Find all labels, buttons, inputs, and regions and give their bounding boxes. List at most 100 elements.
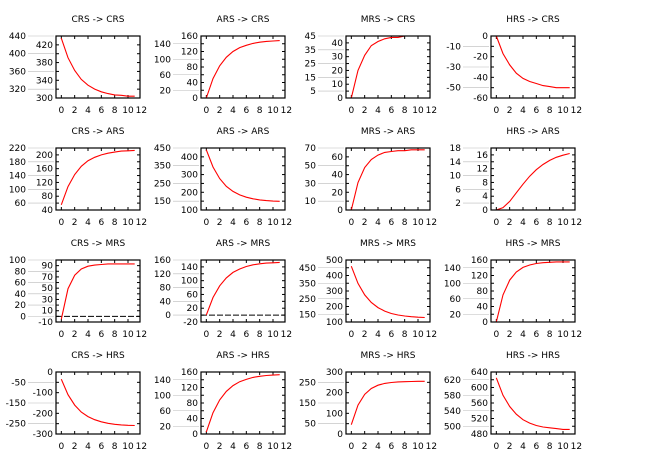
y-tick-label: 180 [9,158,26,168]
x-tick-label: 10 [412,442,424,452]
y-tick-label: 25 [305,60,316,70]
y-tick-label: 40 [42,206,54,216]
x-tick-label: 4 [85,106,91,116]
y-tick-label: 100 [181,206,198,216]
y-tick-label: 0 [482,206,488,216]
plot-frame [345,35,431,99]
x-tick-label: 0 [58,442,64,452]
response-line [350,380,425,425]
x-tick-label: 0 [58,330,64,340]
x-tick-label: 2 [362,330,368,340]
x-tick-label: 12 [571,442,582,452]
y-tick-label: -10 [38,318,53,328]
y-tick-label: 420 [36,41,53,51]
x-tick-label: 6 [388,330,394,340]
y-tick-label: 6 [455,185,461,195]
plot-frame [200,371,286,435]
x-tick-label: 6 [243,330,249,340]
subplot-title: CRS -> CRS [71,15,124,25]
y-tick-label: 40 [477,303,489,313]
y-tick-label: 20 [160,422,172,432]
y-tick-label: 140 [9,172,26,182]
y-tick-label: 160 [471,256,488,266]
x-tick-label: 2 [362,218,368,228]
y-tick-label: 10 [305,197,317,207]
plot-frame [345,259,431,323]
subplot: CRS -> ARS 40 60 80 100 120 140 160 180 200 220 0 2 4… [9,127,147,228]
x-tick-label: 12 [281,218,292,228]
subplot-title: ARS -> CRS [217,15,270,25]
y-tick-label: 560 [471,399,488,409]
y-tick-label: 30 [42,295,54,305]
x-tick-label: 0 [348,330,354,340]
x-tick-label: 4 [230,442,236,452]
x-tick-label: 0 [203,330,209,340]
x-tick-label: 0 [203,106,209,116]
y-tick-label: -20 [473,53,488,63]
y-tick-label: -250 [6,420,27,430]
subplot-title: HRS -> ARS [506,127,560,137]
y-tick-label: 120 [471,272,488,282]
x-tick-label: 10 [557,442,569,452]
y-tick-label: 0 [337,430,343,440]
x-tick-label: 8 [112,106,118,116]
x-tick-label: 6 [533,330,539,340]
y-tick-label: 15 [305,73,316,83]
response-line [495,35,570,89]
x-tick-label: 10 [267,442,279,452]
x-tick-label: 6 [98,442,104,452]
y-tick-label: 140 [154,40,171,50]
y-tick-label: 640 [471,368,488,378]
x-tick-label: 12 [426,106,437,116]
x-tick-label: 2 [72,218,78,228]
y-tick-label: -30 [446,63,461,73]
y-tick-label: 500 [444,422,461,432]
x-tick-label: 2 [217,442,223,452]
subplot-title: MRS -> MRS [360,239,416,249]
plot-frame [200,259,286,323]
response-line [350,149,425,211]
subplot: HRS -> HRS 480 500 520 540 560 580 600 620 640 0 2 4… [444,351,582,452]
x-tick-label: 10 [412,218,424,228]
y-tick-label: -10 [446,42,461,52]
x-tick-label: 2 [72,106,78,116]
y-tick-label: 100 [326,318,343,328]
x-tick-label: 10 [122,106,134,116]
y-tick-label: 0 [165,311,171,321]
y-tick-label: 150 [154,197,171,207]
y-tick-label: 250 [299,378,316,388]
y-tick-label: 120 [181,48,198,58]
x-tick-label: 10 [122,218,134,228]
y-tick-label: 35 [305,46,316,56]
x-tick-label: 12 [571,106,582,116]
y-tick-label: 120 [181,384,198,394]
y-tick-label: 70 [305,144,317,154]
x-tick-label: 0 [493,106,499,116]
y-tick-label: 450 [154,144,171,154]
x-tick-label: 8 [257,442,263,452]
x-tick-label: 6 [388,218,394,228]
y-tick-label: 0 [20,312,26,322]
y-tick-label: 5 [310,87,316,97]
y-tick-label: 250 [299,295,316,305]
x-tick-label: 2 [362,106,368,116]
y-tick-label: 450 [299,264,316,274]
response-line [495,261,570,323]
x-tick-label: 6 [533,218,539,228]
y-tick-label: -40 [473,73,488,83]
x-tick-label: 2 [507,330,513,340]
y-tick-label: 20 [332,66,344,76]
plot-frame [345,147,431,211]
y-tick-label: 8 [482,178,488,188]
y-tick-label: 80 [160,284,172,294]
x-tick-label: 2 [217,106,223,116]
y-tick-label: 18 [450,144,462,154]
y-tick-label: 160 [181,368,198,378]
y-tick-label: 40 [332,171,344,181]
y-tick-label: 300 [181,171,198,181]
plot-frame [200,147,286,211]
y-tick-label: 50 [305,420,317,430]
